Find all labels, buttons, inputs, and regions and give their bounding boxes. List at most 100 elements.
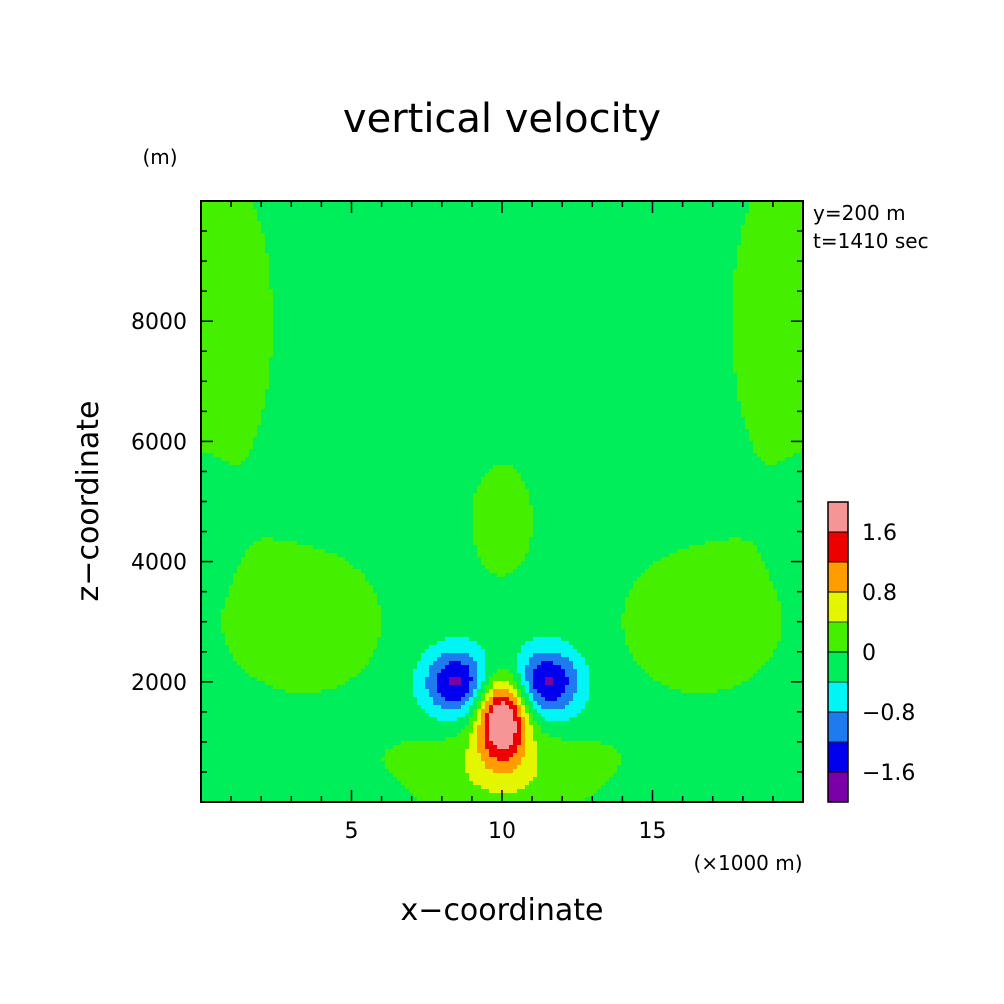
contour-cell	[269, 285, 734, 290]
contour-cell	[469, 673, 478, 678]
contour-cell	[361, 569, 490, 574]
contour-cell	[337, 553, 478, 558]
contour-cell	[273, 297, 734, 302]
contour-cell	[201, 741, 402, 746]
contour-cell	[477, 665, 486, 670]
contour-cell	[569, 657, 586, 662]
contour-cell	[537, 749, 618, 754]
colorbar-tick-label: −0.8	[862, 701, 915, 726]
contour-cell	[661, 557, 762, 562]
contour-cell	[513, 685, 518, 690]
contour-cell	[473, 657, 486, 662]
contour-cell	[413, 673, 430, 678]
contour-cell	[521, 757, 538, 762]
contour-cell	[777, 597, 804, 602]
contour-cell	[225, 601, 378, 606]
contour-cell	[253, 445, 754, 450]
contour-cell	[273, 537, 474, 542]
contour-cell	[733, 329, 804, 334]
contour-cell	[477, 729, 486, 734]
contour-cell	[513, 701, 518, 706]
contour-cell	[429, 673, 438, 678]
contour-cell	[533, 521, 804, 526]
contour-cell	[729, 537, 742, 542]
contour-cell	[481, 717, 486, 722]
contour-cell	[201, 637, 226, 642]
contour-cell	[469, 777, 534, 782]
contour-cell	[561, 693, 574, 698]
contour-cell	[325, 549, 478, 554]
contour-cell	[509, 697, 518, 702]
contour-cell	[733, 321, 804, 326]
contour-cell	[477, 749, 490, 754]
contour-cell	[525, 709, 530, 714]
contour-cell	[201, 261, 270, 266]
contour-cell	[521, 713, 530, 718]
contour-cell	[529, 545, 690, 550]
colorbar-segment	[828, 772, 848, 803]
contour-cell	[201, 445, 254, 450]
contour-cell	[441, 653, 470, 658]
contour-cell	[201, 609, 222, 614]
contour-cell	[201, 701, 418, 706]
contour-cell	[201, 429, 258, 434]
contour-cell	[465, 757, 482, 762]
contour-cell	[221, 621, 382, 626]
contour-cell	[533, 529, 804, 534]
contour-cell	[201, 329, 274, 334]
contour-cell	[633, 581, 774, 586]
contour-cell	[473, 721, 482, 726]
contour-cell	[517, 685, 526, 690]
contour-cell	[365, 665, 418, 670]
contour-cell	[469, 697, 474, 702]
contour-cell	[533, 777, 610, 782]
contour-cell	[449, 677, 462, 682]
contour-cell	[525, 785, 602, 790]
contour-cell	[585, 661, 638, 666]
contour-cell	[377, 637, 446, 642]
contour-cell	[485, 717, 490, 722]
contour-cell	[201, 477, 482, 482]
contour-cell	[353, 565, 486, 570]
contour-cell	[349, 561, 482, 566]
contour-cell	[201, 449, 250, 454]
contour-cell	[741, 225, 804, 230]
contour-cell	[741, 237, 804, 242]
contour-cell	[521, 725, 526, 730]
contour-cell	[201, 529, 474, 534]
contour-cell	[505, 701, 514, 706]
contour-cell	[533, 673, 566, 678]
contour-cell	[225, 641, 378, 646]
contour-cell	[629, 649, 774, 654]
contour-cell	[473, 537, 530, 542]
contour-cell	[485, 649, 522, 654]
contour-cell	[757, 545, 804, 550]
contour-cell	[377, 593, 630, 598]
contour-cell	[481, 713, 486, 718]
contour-cell	[461, 697, 470, 702]
contour-cell	[201, 565, 238, 570]
contour-cell	[201, 361, 270, 366]
contour-cell	[381, 609, 626, 614]
contour-cell	[781, 601, 804, 606]
contour-cell	[465, 765, 486, 770]
contour-cell	[473, 729, 478, 734]
contour-cell	[409, 789, 490, 794]
contour-cell	[733, 369, 804, 374]
contour-cell	[525, 685, 530, 690]
contour-cell	[465, 725, 474, 730]
contour-cell	[553, 677, 570, 682]
contour-cell	[477, 717, 482, 722]
contour-cell	[381, 613, 622, 618]
contour-cell	[261, 221, 746, 226]
contour-cell	[749, 437, 804, 442]
contour-cell	[253, 441, 754, 446]
contour-cell	[737, 245, 804, 250]
contour-cell	[533, 513, 804, 518]
contour-cell	[381, 757, 466, 762]
contour-cell	[565, 689, 578, 694]
contour-cell	[201, 773, 394, 778]
contour-cell	[201, 305, 274, 310]
contour-cell	[201, 717, 438, 722]
contour-cell	[201, 693, 414, 698]
